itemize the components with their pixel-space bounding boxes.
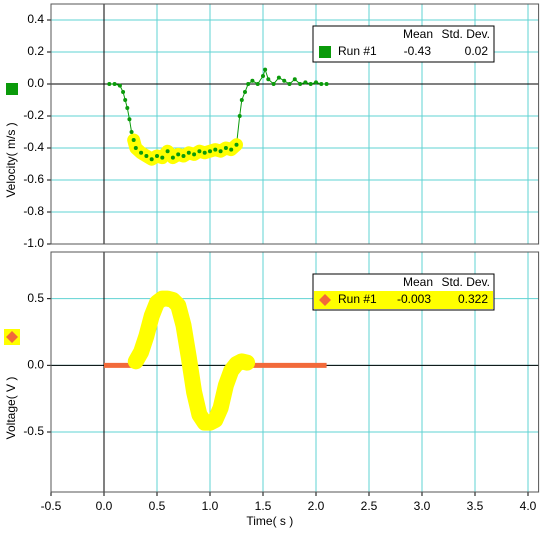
- data-point: [263, 67, 268, 72]
- data-point: [229, 147, 234, 152]
- selection-highlight: [127, 290, 256, 431]
- y-tick-label: -0.2: [23, 108, 44, 122]
- data-point: [308, 82, 313, 86]
- y-tick-label: 0.0: [27, 76, 44, 90]
- y-axis-label: Voltage( V ): [4, 377, 18, 440]
- data-point: [319, 82, 324, 86]
- data-point: [255, 82, 260, 86]
- x-tick-label: 1.5: [255, 499, 272, 513]
- data-point: [139, 150, 144, 155]
- data-point: [181, 154, 186, 158]
- x-tick-label: -0.5: [41, 499, 62, 513]
- y-tick-label: -0.4: [23, 140, 44, 154]
- data-point: [131, 138, 136, 142]
- data-point: [112, 82, 117, 86]
- data-point: [208, 149, 212, 154]
- chart-panel: -0.5 0.0 0.5 1.0 1.5 2.0 2.5 3.0 3.5 4.0 0.5 0.0 -0.…: [4, 251, 540, 528]
- data-point: [192, 152, 197, 157]
- data-point: [160, 155, 165, 160]
- data-point: [250, 78, 255, 83]
- data-point: [234, 142, 239, 147]
- y-axis-label: Velocity( m/s ): [4, 122, 18, 197]
- data-point: [202, 150, 207, 155]
- data-point: [176, 152, 181, 157]
- legend-stat: -0.003: [397, 292, 431, 306]
- data-point: [117, 83, 122, 88]
- series-icon: [319, 294, 331, 306]
- x-tick-label: 2.5: [361, 499, 378, 513]
- legend-stat: 0.322: [458, 292, 488, 306]
- y-tick-label: -1.0: [23, 236, 44, 250]
- data-point: [125, 106, 130, 110]
- y-tick-label: 0.0: [27, 358, 44, 372]
- data-point: [303, 80, 308, 85]
- data-point: [170, 155, 175, 160]
- data-point: [144, 154, 149, 158]
- data-point: [282, 78, 287, 83]
- data-point: [165, 149, 170, 154]
- y-tick-label: -0.8: [23, 204, 44, 218]
- legend-header: Std. Dev.: [442, 27, 490, 41]
- x-tick-label: 4.0: [520, 499, 537, 513]
- legend-box: [312, 25, 495, 63]
- data-point: [129, 130, 134, 134]
- data-point: [133, 146, 138, 150]
- data-point: [298, 82, 303, 86]
- series-icon: [319, 46, 331, 58]
- x-tick-label: 0.0: [96, 499, 113, 513]
- x-axis-label: Time( s ): [246, 514, 293, 528]
- plot-frame: [50, 251, 540, 493]
- data-point: [223, 146, 228, 150]
- x-tick-label: 3.5: [467, 499, 484, 513]
- legend-name: Run #1: [338, 44, 377, 58]
- x-tick-label: 0.5: [149, 499, 166, 513]
- data-point: [107, 82, 112, 86]
- y-tick-label: 0.2: [27, 44, 44, 58]
- data-point: [242, 90, 247, 94]
- data-point: [246, 82, 251, 86]
- series-icon: [6, 331, 18, 343]
- legend-header: Mean: [403, 27, 433, 41]
- y-tick-label: 0.5: [27, 291, 44, 305]
- data-point: [276, 75, 281, 80]
- data-point: [239, 98, 244, 102]
- data-point: [121, 90, 126, 94]
- data-point: [287, 82, 292, 86]
- data-point: [149, 157, 154, 162]
- plot-frame: [50, 3, 540, 245]
- data-point: [213, 147, 218, 152]
- chart-panel: 0.4 0.2 0.0 -0.2 -0.4 -0.6 -0.8 -1.0 Mean Std. De…: [4, 3, 540, 250]
- data-point: [197, 149, 202, 154]
- legend-header: Mean: [403, 275, 433, 289]
- legend-stat: 0.02: [465, 44, 489, 58]
- data-point: [266, 77, 271, 82]
- data-point: [324, 82, 329, 86]
- x-tick-label: 2.0: [308, 499, 325, 513]
- data-point: [237, 114, 242, 118]
- legend-header: Std. Dev.: [442, 275, 490, 289]
- data-point: [271, 82, 276, 86]
- x-tick-label: 1.0: [202, 499, 219, 513]
- data-point: [127, 117, 132, 122]
- legend-stat: -0.43: [404, 44, 432, 58]
- legend-name: Run #1: [338, 292, 377, 306]
- data-point: [218, 149, 223, 154]
- x-tick-label: 3.0: [414, 499, 431, 513]
- data-point: [292, 77, 297, 82]
- data-point: [186, 150, 191, 155]
- y-tick-label: -0.6: [23, 172, 44, 186]
- data-point: [314, 80, 318, 85]
- data-point: [155, 154, 159, 158]
- y-tick-label: -0.5: [23, 424, 44, 438]
- data-point: [123, 98, 128, 102]
- legend-row-highlight: [314, 291, 493, 309]
- series-icon: [6, 83, 18, 95]
- data-point: [261, 74, 265, 78]
- y-tick-label: 0.4: [27, 12, 44, 26]
